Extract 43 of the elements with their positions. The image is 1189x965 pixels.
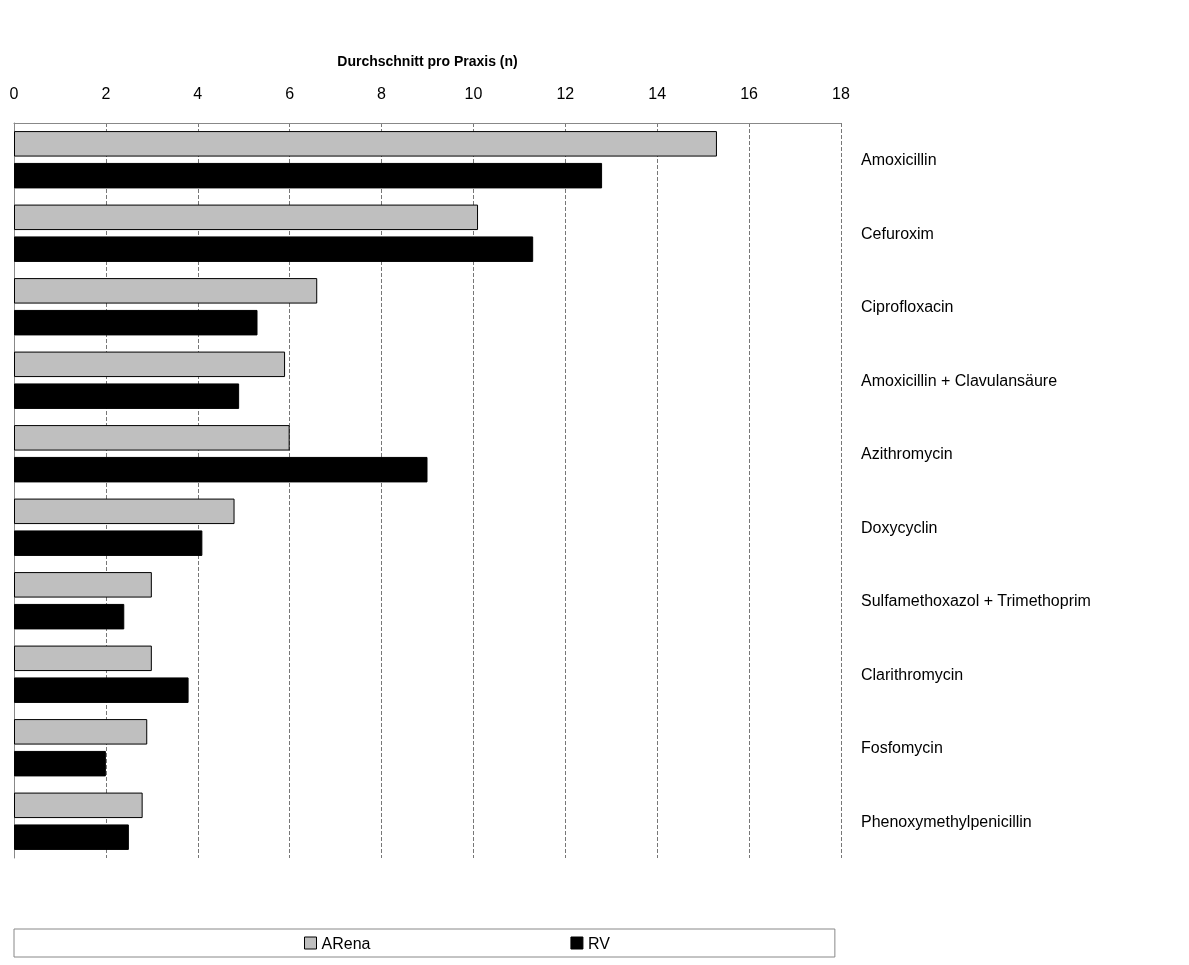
y-tick-label: Clarithromycin: [861, 665, 964, 683]
x-tick-label: 8: [377, 84, 387, 102]
x-tick-label: 0: [9, 84, 19, 102]
y-tick-label: Phenoxymethylpenicillin: [861, 812, 1032, 830]
legend-label: ARena: [321, 934, 371, 952]
bar: [14, 498, 235, 525]
x-axis-title: Durchschnitt pro Praxis (n): [337, 53, 518, 69]
bar: [14, 383, 240, 409]
y-tick-label: Azithromycin: [861, 445, 953, 463]
x-tick-label: 14: [648, 84, 667, 102]
y-tick-label: Doxycyclin: [861, 518, 938, 536]
bar: [14, 131, 717, 157]
bar: [14, 278, 318, 304]
bar: [14, 603, 125, 630]
x-tick-label: 4: [193, 84, 203, 102]
y-tick-label: Ciprofloxacin: [861, 298, 954, 316]
bar: [14, 824, 129, 850]
y-tick-label: Amoxicillin: [861, 151, 937, 169]
x-tick-label: 2: [101, 84, 111, 102]
bar: [14, 425, 290, 451]
bar: [14, 162, 603, 189]
x-tick-label: 6: [285, 84, 295, 102]
x-tick-label: 12: [556, 84, 575, 102]
bar: [14, 750, 106, 777]
x-tick-label: 10: [464, 84, 483, 102]
x-tick-label: 18: [832, 84, 850, 102]
bar: [14, 792, 143, 819]
bar: [14, 572, 152, 598]
bar: [14, 351, 286, 378]
bar: [14, 309, 258, 336]
bar: [14, 645, 152, 672]
x-tick-label: 16: [740, 84, 759, 102]
legend-label: RV: [587, 934, 611, 952]
bar: [14, 677, 189, 703]
bar: [14, 530, 203, 556]
y-tick-label: Fosfomycin: [861, 739, 943, 757]
bar: [14, 719, 148, 745]
y-tick-label: Amoxicillin + Clavulansäure: [861, 371, 1058, 389]
bar: [14, 204, 479, 231]
y-tick-label: Sulfamethoxazol + Trimethoprim: [861, 592, 1091, 610]
bar: [14, 456, 428, 483]
bar: [14, 236, 534, 262]
y-tick-label: Cefuroxim: [861, 224, 934, 242]
